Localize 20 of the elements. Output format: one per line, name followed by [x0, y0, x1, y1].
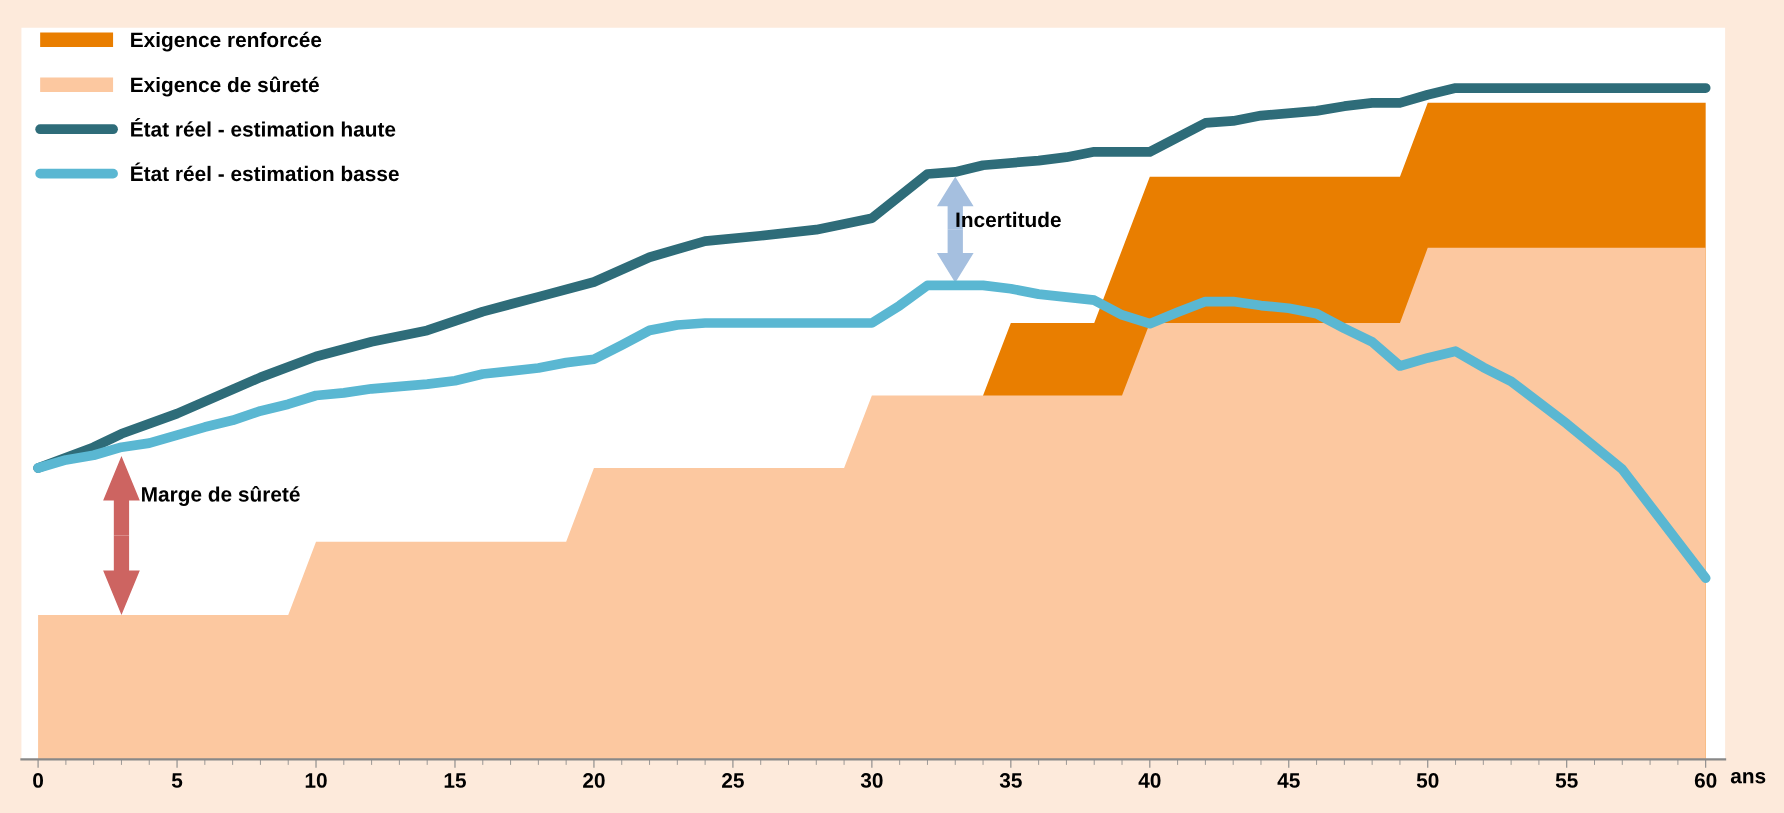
x-axis-title: ans: [1730, 772, 1766, 784]
x-tick-label: 5: [171, 773, 183, 788]
x-tick-label: 55: [1555, 773, 1578, 788]
x-tick-label: 30: [860, 773, 883, 788]
x-tick-label: 15: [444, 773, 466, 788]
x-tick-label: 40: [1138, 773, 1161, 788]
legend-label: Exigence de sûreté: [131, 76, 319, 97]
x-tick-label: 0: [33, 773, 44, 788]
x-tick-label: 35: [999, 773, 1022, 788]
annotation: Marge de sûreté: [142, 485, 300, 506]
legend-label: État réel - estimation haute: [131, 118, 396, 137]
legend-label: État réel - estimation basse: [131, 162, 399, 182]
legend-label: Exigence renforcée: [131, 31, 322, 52]
x-tick-label: 60: [1694, 773, 1717, 788]
x-tick-label: 25: [722, 773, 744, 788]
x-tick-label: 50: [1416, 773, 1439, 788]
x-tick-label: 20: [583, 773, 605, 788]
annotation: Incertitude: [956, 211, 1061, 228]
x-tick-label: 45: [1277, 773, 1300, 788]
x-tick-label: 10: [305, 773, 327, 788]
